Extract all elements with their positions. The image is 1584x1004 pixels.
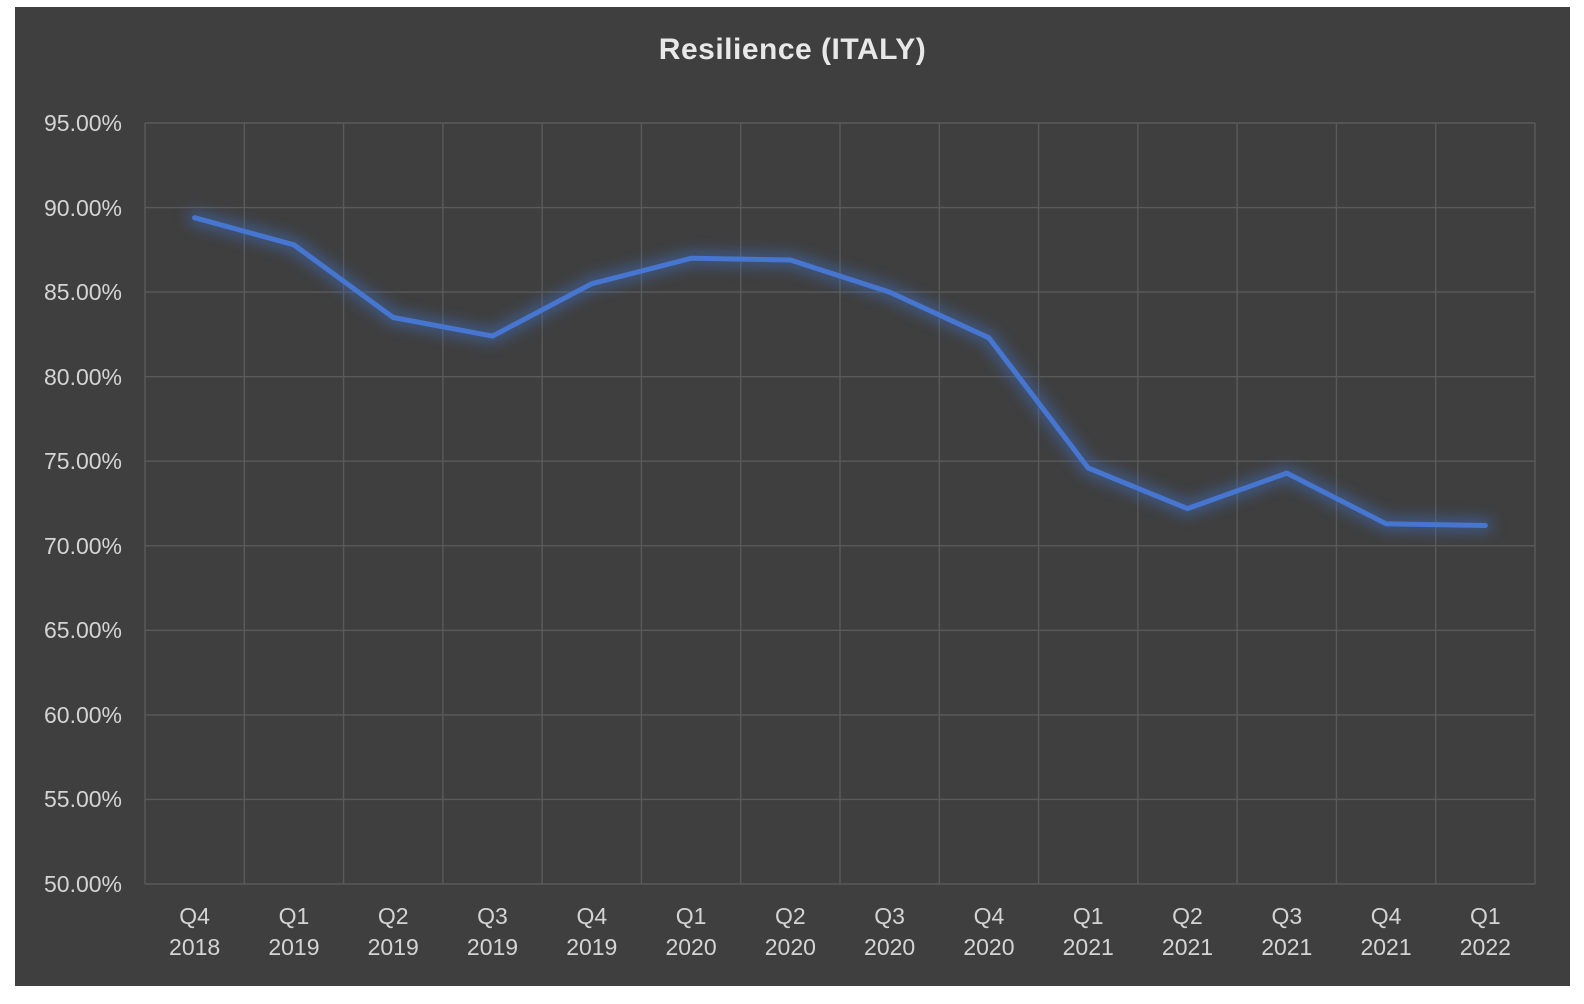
y-axis-tick-label: 75.00% bbox=[43, 448, 122, 475]
y-axis-tick-label: 95.00% bbox=[43, 110, 122, 136]
x-axis-tick-label: Q3 2021 bbox=[1261, 903, 1313, 960]
x-axis-tick-label: Q1 2019 bbox=[268, 903, 320, 960]
x-axis-tick-label: Q2 2020 bbox=[764, 903, 816, 960]
plot-area bbox=[144, 122, 1536, 885]
y-axis-tick-label: 90.00% bbox=[43, 194, 122, 221]
x-axis-tick-label: Q2 2021 bbox=[1161, 903, 1214, 960]
y-axis-tick-label: 70.00% bbox=[43, 532, 122, 559]
y-axis-tick-label: 65.00% bbox=[43, 617, 122, 644]
x-axis-tick-label: Q1 2020 bbox=[665, 903, 717, 960]
x-axis-tick-label: Q4 2019 bbox=[566, 903, 618, 960]
y-axis-tick-label: 85.00% bbox=[43, 279, 122, 306]
y-axis-tick-label: 60.00% bbox=[43, 701, 122, 728]
series-line-resilience[interactable] bbox=[192, 215, 1488, 528]
y-axis-tick-label: 55.00% bbox=[43, 786, 122, 813]
x-axis-tick-label: Q3 2020 bbox=[864, 903, 916, 960]
x-axis-tick-label: Q4 2018 bbox=[169, 903, 221, 960]
y-axis-tick-label: 50.00% bbox=[43, 871, 122, 897]
x-axis-tick-label: Q1 2021 bbox=[1062, 903, 1114, 960]
x-axis-tick-label: Q4 2021 bbox=[1360, 903, 1412, 960]
series-group bbox=[187, 210, 1493, 533]
x-axis-tick-label: Q2 2019 bbox=[367, 903, 419, 960]
x-axis-tick-label: Q1 2022 bbox=[1459, 903, 1511, 960]
x-axis-tick-label: Q4 2020 bbox=[963, 903, 1015, 960]
x-axis-tick-label: Q3 2019 bbox=[466, 903, 519, 960]
gridlines bbox=[144, 122, 1536, 885]
chart-title: Resilience (ITALY) bbox=[658, 33, 927, 66]
y-axis-tick-label: 80.00% bbox=[43, 363, 122, 390]
chart-panel[interactable]: Resilience (ITALY) 95.00% 90.00% 85.00% 80.… bbox=[15, 7, 1570, 986]
